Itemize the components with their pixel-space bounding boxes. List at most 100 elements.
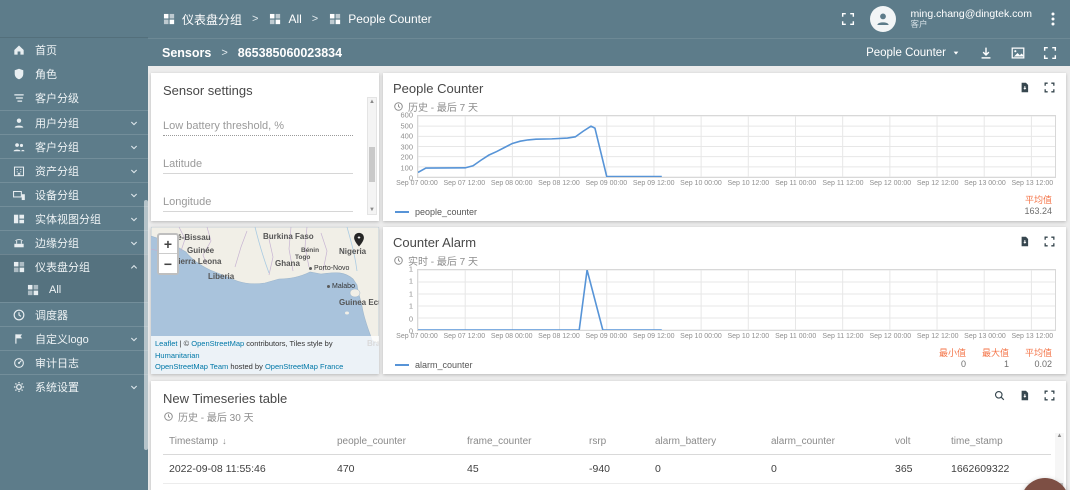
scroll-down-icon[interactable]: ▼ <box>369 207 375 213</box>
image-icon[interactable] <box>1010 45 1026 61</box>
sidebar-item-dashboard-all[interactable]: All <box>0 278 148 302</box>
sidebar-item-label: 实体视图分组 <box>35 213 101 226</box>
legend-swatch <box>395 364 409 366</box>
sidebar-item-user-groups[interactable]: 用户分组 <box>0 110 148 134</box>
x-tick-label: Sep 10 12:00 <box>727 180 770 187</box>
shield-icon <box>12 67 26 81</box>
table-row[interactable]: 2022-09-08 11:55:46 470 45 -940 0 0 365 1662609… <box>163 454 1051 484</box>
x-tick-label: Sep 08 00:00 <box>490 180 533 187</box>
sidebar-item-entity-view-groups[interactable]: 实体视图分组 <box>0 206 148 230</box>
column-header-alarm_counter[interactable]: alarm_counter <box>765 430 889 455</box>
sidebar-item-asset-groups[interactable]: 资产分组 <box>0 158 148 182</box>
sidebar-item-system-settings[interactable]: 系统设置 <box>0 374 148 398</box>
breadcrumb-item[interactable]: All <box>268 12 302 26</box>
table-cell: 0 <box>649 454 765 484</box>
state-root[interactable]: Sensors <box>162 45 212 60</box>
column-header-volt[interactable]: volt <box>889 430 945 455</box>
zoom-in-button[interactable]: + <box>159 235 177 254</box>
sidebar-item-audit-log[interactable]: 审计日志 <box>0 350 148 374</box>
field-placeholder: Low battery threshold, % <box>163 120 353 136</box>
scroll-thumb[interactable] <box>369 146 375 182</box>
breadcrumb-label: 仪表盘分组 <box>182 12 243 27</box>
tier-icon <box>12 91 26 105</box>
floating-action-button[interactable] <box>1021 478 1069 490</box>
sidebar-item-edge-groups[interactable]: 边缘分组 <box>0 230 148 254</box>
column-header-frame_counter[interactable]: frame_counter <box>461 430 583 455</box>
sidebar-item-dashboard-groups[interactable]: 仪表盘分组 <box>0 254 148 278</box>
sidebar-item-home[interactable]: 首页 <box>0 38 148 62</box>
search-icon[interactable] <box>993 389 1006 402</box>
dashboard-select[interactable]: People Counter <box>866 47 962 59</box>
panel-actions <box>1018 235 1056 248</box>
input-field[interactable]: Low battery threshold, % <box>163 120 353 136</box>
x-tick-label: Sep 12 12:00 <box>916 333 959 340</box>
scroll-up-icon[interactable]: ▲ <box>369 99 375 105</box>
column-header-alarm_battery[interactable]: alarm_battery <box>649 430 765 455</box>
user-icon <box>12 116 26 130</box>
sidebar-item-customer-hierarchy[interactable]: 客户分级 <box>0 86 148 110</box>
sidebar-scrollbar[interactable] <box>144 200 148 450</box>
state-breadcrumb: Sensors > 865385060023834 <box>162 46 342 60</box>
zoom-out-button[interactable]: − <box>159 254 177 273</box>
sidebar-item-scheduler[interactable]: 调度器 <box>0 302 148 326</box>
expand-icon[interactable] <box>1043 235 1056 248</box>
sidebar-item-device-groups[interactable]: 设备分组 <box>0 182 148 206</box>
attribution-link[interactable]: Humanitarian <box>155 350 200 360</box>
x-tick-label: Sep 10 00:00 <box>680 180 722 187</box>
gear-icon <box>12 380 26 394</box>
fullscreen-icon[interactable] <box>840 11 856 27</box>
attribution-link[interactable]: OpenStreetMap France <box>264 361 344 371</box>
avatar[interactable] <box>870 6 897 32</box>
legend-item[interactable]: alarm_counter <box>395 360 473 370</box>
input-field[interactable]: Longitude <box>163 196 353 212</box>
attribution-text: hosted by <box>228 361 265 371</box>
table-row[interactable]: 2022-09-08 10:45:1342844-940003651662605… <box>163 483 1051 490</box>
input-field[interactable]: Latitude <box>163 158 353 174</box>
panel-title: Counter Alarm <box>393 235 477 250</box>
column-header-time_stamp[interactable]: time_stamp <box>945 430 1051 455</box>
breadcrumb-item[interactable]: 仪表盘分组 <box>162 11 242 28</box>
panel-subtitle: 历史 - 最后 7 天 <box>393 99 1056 114</box>
export-icon[interactable] <box>1018 81 1031 94</box>
panel-scrollbar[interactable]: ▲ ▼ <box>367 97 377 215</box>
table-cell: -940 <box>583 454 649 484</box>
download-icon[interactable] <box>978 45 994 61</box>
fullscreen-icon[interactable] <box>1042 45 1058 61</box>
x-tick-label: Sep 13 12:00 <box>1011 333 1054 340</box>
legend-item[interactable]: people_counter <box>395 207 477 217</box>
sidebar-item-custom-logo[interactable]: 自定义logo <box>0 326 148 350</box>
breadcrumb-item[interactable]: People Counter <box>328 12 432 26</box>
toolbar-actions: People Counter <box>866 45 1058 61</box>
counter-alarm-chart[interactable]: 0 0 1 1 1 1 Sep 07 00:00 Sep 07 12:00 Sep 08 00… <box>391 265 1056 342</box>
top-header: 仪表盘分组 > All > People Counter ming.chang@ding… <box>148 0 1070 38</box>
x-tick-label: Sep 08 12:00 <box>538 333 580 340</box>
sidebar-item-customer-groups[interactable]: 客户分组 <box>0 134 148 158</box>
column-header-people_counter[interactable]: people_counter <box>331 430 461 455</box>
sidebar-item-roles[interactable]: 角色 <box>0 62 148 86</box>
attribution-text: | © <box>177 339 192 349</box>
attribution-link[interactable]: OpenStreetMap <box>191 339 245 349</box>
column-header-rsrp[interactable]: rsrp <box>583 430 649 455</box>
sidebar-item-label: 调度器 <box>35 309 68 322</box>
chevron-down-icon <box>128 381 140 393</box>
views-icon <box>12 212 26 226</box>
column-header-Timestamp[interactable]: Timestamp ↓ <box>163 430 331 455</box>
attribution-link[interactable]: Leaflet <box>155 339 178 349</box>
user-info[interactable]: ming.chang@dingtek.com 客户 <box>910 8 1032 30</box>
panel-actions <box>1018 81 1056 94</box>
sidebar-item-label: 设备分组 <box>35 189 79 202</box>
scroll-up-icon[interactable]: ▲ <box>1056 433 1063 439</box>
people-counter-chart[interactable]: 0 100 200 300 400 500 600 Sep 07 00:00 Sep 07 1… <box>391 111 1056 189</box>
sidebar-item-label: All <box>49 284 62 296</box>
expand-icon[interactable] <box>1043 389 1056 402</box>
export-icon[interactable] <box>1018 235 1031 248</box>
map-marker-pin[interactable] <box>351 231 367 248</box>
y-tick-label: 0 <box>408 173 413 183</box>
x-tick-label: Sep 08 12:00 <box>538 180 580 187</box>
attribution-link[interactable]: OpenStreetMap Team <box>155 361 229 371</box>
stat-label: 平均值 <box>1024 194 1052 205</box>
expand-icon[interactable] <box>1043 81 1056 94</box>
more-menu-icon[interactable] <box>1046 11 1060 27</box>
export-icon[interactable] <box>1018 389 1031 402</box>
